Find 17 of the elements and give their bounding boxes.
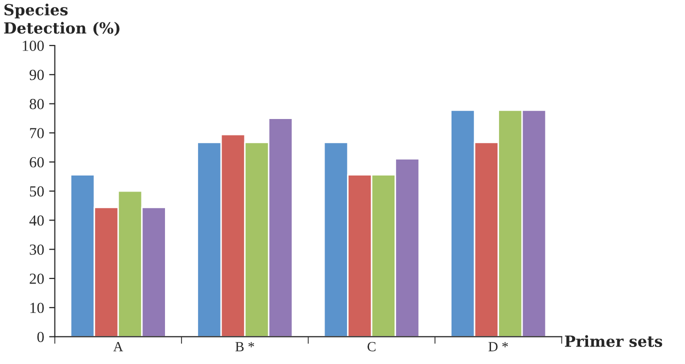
y-tick-label: 40	[29, 215, 44, 226]
y-tick-label: 90	[30, 70, 44, 80]
y-tick-label: 20	[30, 274, 44, 284]
x-axis-title: Primer sets	[564, 335, 662, 347]
y-axis-title: Species Detection (%)	[4, 4, 120, 36]
x-tick-label: B *	[235, 342, 254, 352]
y-tick-label: 70	[30, 128, 44, 138]
y-tick-label: 10	[30, 302, 44, 314]
y-tick-label: 80	[30, 98, 44, 110]
x-tick-label: D *	[488, 342, 508, 352]
y-tick-label: 0	[37, 332, 44, 342]
y-tick-label: 50	[30, 186, 44, 197]
x-tick-label: C	[368, 342, 376, 352]
y-tick-label: 100	[22, 40, 44, 51]
y-tick-label: 30	[30, 244, 44, 255]
x-tick-label: A	[113, 342, 124, 352]
y-tick-label: 60	[30, 157, 44, 168]
